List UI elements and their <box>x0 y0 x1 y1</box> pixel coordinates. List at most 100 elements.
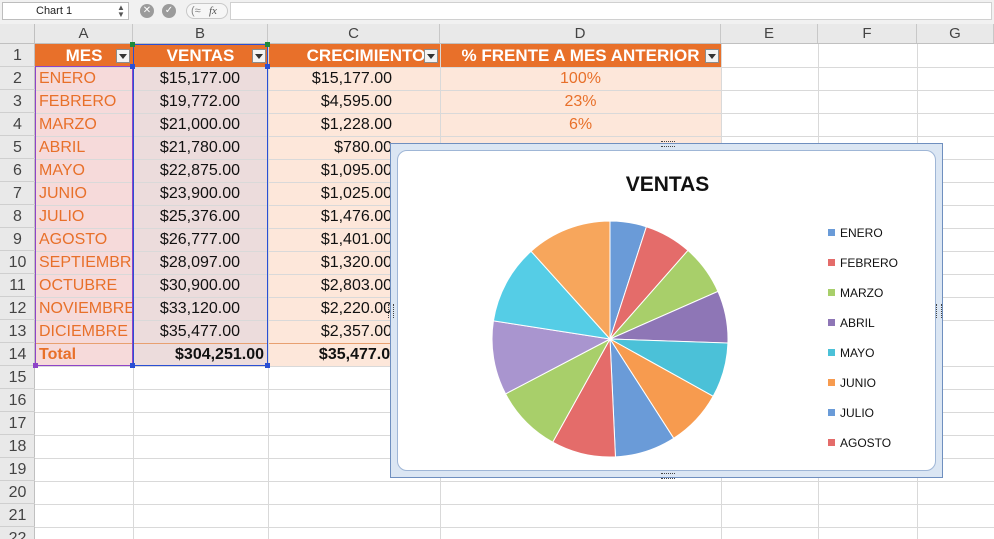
column-header-a[interactable]: A <box>35 24 133 43</box>
row-header[interactable]: 14 <box>0 343 35 366</box>
row-header[interactable]: 1 <box>0 44 35 67</box>
name-box[interactable]: Chart 1 <box>2 2 129 20</box>
row-header[interactable]: 15 <box>0 366 35 389</box>
cell-crecimiento[interactable]: $1,228.00 <box>320 116 392 133</box>
resize-handle-right[interactable] <box>936 304 942 318</box>
cell-crecimiento[interactable]: $1,320.00 <box>320 254 392 271</box>
cell-crecimiento[interactable]: $780.00 <box>334 139 392 156</box>
range-handle[interactable] <box>265 64 270 69</box>
cell-ventas[interactable]: $23,900.00 <box>159 185 240 202</box>
cell-ventas[interactable]: $22,875.00 <box>159 162 240 179</box>
column-header-d[interactable]: D <box>440 24 721 43</box>
resize-handle-bottom[interactable] <box>661 473 675 479</box>
row-header[interactable]: 9 <box>0 228 35 251</box>
cell-pct[interactable]: 100% <box>560 70 601 87</box>
row-header[interactable]: 12 <box>0 297 35 320</box>
cell-mes[interactable]: JULIO <box>39 208 85 225</box>
cell-mes[interactable]: FEBRERO <box>39 93 117 110</box>
cell-total-crecimiento[interactable]: $35,477.00 <box>318 346 399 363</box>
legend-entry-julio[interactable]: JULIO <box>828 405 874 421</box>
row-header[interactable]: 19 <box>0 458 35 481</box>
header-mes[interactable]: MES <box>35 44 133 67</box>
cell-crecimiento[interactable]: $2,220.00 <box>320 300 392 317</box>
row-header[interactable]: 2 <box>0 67 35 90</box>
cell-mes[interactable]: ABRIL <box>39 139 86 156</box>
legend-entry-enero[interactable]: ENERO <box>828 225 883 241</box>
header-pct-frente[interactable]: % FRENTE A MES ANTERIOR <box>440 44 721 67</box>
column-header-e[interactable]: E <box>721 24 818 43</box>
column-header-b[interactable]: B <box>133 24 268 43</box>
cell-pct[interactable]: 6% <box>568 116 593 133</box>
pie-slice-diciembre[interactable] <box>530 220 611 341</box>
cell-mes[interactable]: OCTUBRE <box>39 277 118 294</box>
pie-slice-noviembre[interactable] <box>492 250 612 340</box>
filter-dropdown-icon[interactable] <box>252 49 266 63</box>
resize-handle-top[interactable] <box>661 141 675 147</box>
row-header[interactable]: 11 <box>0 274 35 297</box>
cell-ventas[interactable]: $15,177.00 <box>159 70 240 87</box>
pie-slice-octubre[interactable] <box>491 320 612 395</box>
confirm-icon[interactable]: ✓ <box>162 4 176 18</box>
cell-ventas[interactable]: $33,120.00 <box>159 300 240 317</box>
row-header[interactable]: 13 <box>0 320 35 343</box>
row-header[interactable]: 6 <box>0 159 35 182</box>
legend-entry-febrero[interactable]: FEBRERO <box>828 255 898 271</box>
cell-crecimiento[interactable]: $15,177.00 <box>311 70 392 87</box>
cell-ventas[interactable]: $21,000.00 <box>159 116 240 133</box>
cell-ventas[interactable]: $26,777.00 <box>159 231 240 248</box>
row-header[interactable]: 18 <box>0 435 35 458</box>
cell-mes[interactable]: AGOSTO <box>39 231 108 248</box>
formula-input[interactable] <box>230 2 992 20</box>
range-handle[interactable] <box>130 64 135 69</box>
cell-ventas[interactable]: $19,772.00 <box>159 93 240 110</box>
cell-mes[interactable]: ENERO <box>39 70 96 87</box>
row-header[interactable]: 10 <box>0 251 35 274</box>
row-header[interactable]: 21 <box>0 504 35 527</box>
range-handle[interactable] <box>130 363 135 368</box>
resize-handle-left[interactable] <box>388 304 394 318</box>
range-handle[interactable] <box>265 363 270 368</box>
cell-mes[interactable]: JUNIO <box>39 185 87 202</box>
range-handle[interactable] <box>33 363 38 368</box>
cell-crecimiento[interactable]: $2,803.00 <box>320 277 392 294</box>
header-ventas[interactable]: VENTAS <box>133 44 268 67</box>
cell-crecimiento[interactable]: $4,595.00 <box>320 93 392 110</box>
row-header[interactable]: 8 <box>0 205 35 228</box>
row-header[interactable]: 17 <box>0 412 35 435</box>
row-header[interactable]: 16 <box>0 389 35 412</box>
column-header-g[interactable]: G <box>917 24 994 43</box>
legend-entry-abril[interactable]: ABRIL <box>828 315 875 331</box>
chart-object[interactable]: VENTAS ENERO FEBRERO MARZO ABRIL MAYO JUNIO JU… <box>388 141 943 479</box>
cell-total-label[interactable]: Total <box>39 346 77 363</box>
cancel-icon[interactable]: ✕ <box>140 4 154 18</box>
select-all-corner[interactable] <box>0 24 35 43</box>
chart-area[interactable]: VENTAS ENERO FEBRERO MARZO ABRIL MAYO JUNIO JU… <box>397 150 936 471</box>
cell-ventas[interactable]: $30,900.00 <box>159 277 240 294</box>
row-header[interactable]: 22 <box>0 527 35 539</box>
legend-entry-marzo[interactable]: MARZO <box>828 285 883 301</box>
row-header[interactable]: 3 <box>0 90 35 113</box>
cell-total-ventas[interactable]: $304,251.00 <box>175 346 264 363</box>
cell-mes[interactable]: NOVIEMBRE <box>39 300 133 317</box>
name-box-stepper-icon[interactable]: ▲ ▼ <box>117 3 125 19</box>
pie-chart[interactable] <box>398 151 937 472</box>
chart-title[interactable]: VENTAS <box>625 173 710 196</box>
column-header-c[interactable]: C <box>268 24 440 43</box>
header-crecimiento[interactable]: CRECIMIENTO <box>268 44 440 67</box>
legend-entry-junio[interactable]: JUNIO <box>828 375 876 391</box>
filter-dropdown-icon[interactable] <box>705 49 719 63</box>
range-handle[interactable] <box>265 42 270 47</box>
cell-mes[interactable]: SEPTIEMBRE <box>39 254 133 271</box>
cell-mes[interactable]: MARZO <box>39 116 97 133</box>
cell-ventas[interactable]: $25,376.00 <box>159 208 240 225</box>
row-header[interactable]: 7 <box>0 182 35 205</box>
cell-ventas[interactable]: $28,097.00 <box>159 254 240 271</box>
legend-entry-mayo[interactable]: MAYO <box>828 345 874 361</box>
row-header[interactable]: 5 <box>0 136 35 159</box>
cell-crecimiento[interactable]: $1,476.00 <box>320 208 392 225</box>
cell-mes[interactable]: MAYO <box>39 162 85 179</box>
cell-crecimiento[interactable]: $1,025.00 <box>320 185 392 202</box>
cell-mes[interactable]: DICIEMBRE <box>39 323 128 340</box>
row-header[interactable]: 4 <box>0 113 35 136</box>
insert-function-button[interactable]: (≈ fx <box>186 3 228 19</box>
